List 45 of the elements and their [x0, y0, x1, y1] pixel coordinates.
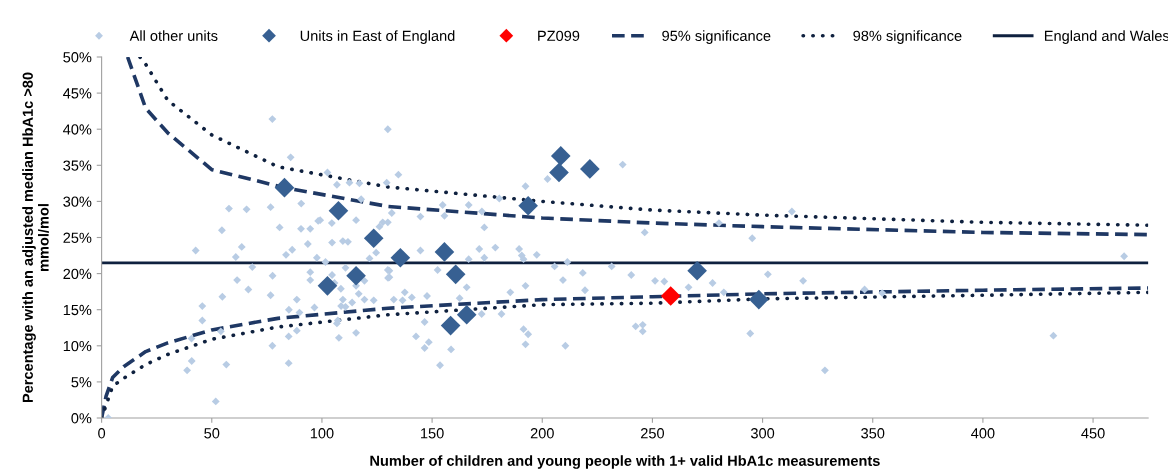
x-tick-label: 450 — [1081, 428, 1105, 439]
y-tick-label: 30% — [63, 196, 92, 207]
point — [687, 260, 707, 281]
x-axis-title: Number of children and young people with 1+ valid HbA1c measurements — [370, 455, 880, 469]
legend-label: Units in East of England — [300, 30, 455, 44]
x-tick-label: 300 — [750, 428, 775, 439]
point — [749, 289, 769, 310]
point — [274, 177, 295, 198]
point — [346, 265, 366, 286]
point — [434, 242, 455, 262]
y-tick-label: 35% — [63, 160, 92, 171]
x-tick-label: 0 — [98, 428, 106, 439]
y-tick-label: 0% — [71, 413, 92, 424]
point — [549, 162, 569, 183]
y-tick-label: 5% — [71, 377, 92, 388]
point — [363, 228, 384, 249]
point — [580, 159, 600, 179]
x-tick-label: 250 — [640, 428, 665, 439]
y-tick-label: 20% — [63, 268, 92, 280]
x-tick-label: 200 — [530, 428, 554, 439]
point — [456, 304, 477, 325]
legend-label: 98% significance — [853, 30, 962, 44]
x-tick-label: 400 — [971, 428, 995, 439]
x-tick-label: 350 — [861, 428, 885, 439]
y-tick-label: 10% — [63, 340, 92, 352]
x-tick-label: 100 — [310, 428, 334, 439]
point — [317, 276, 338, 296]
point — [390, 247, 411, 268]
y-tick-label: 45% — [63, 88, 92, 99]
y-tick-label: 15% — [63, 304, 92, 316]
point — [440, 315, 461, 336]
legend-label: All other units — [129, 30, 218, 41]
x-tick-label: 150 — [421, 428, 444, 439]
point — [518, 195, 538, 216]
y-tick-label: 50% — [63, 52, 92, 63]
y-axis-title: Percentage with an adjusted median HbA1c >80 mmol/mol — [22, 72, 49, 403]
x-tick-label: 50 — [204, 428, 220, 439]
point — [328, 200, 349, 221]
point — [445, 264, 466, 285]
y-tick-label: 40% — [63, 124, 92, 135]
legend-label: 95% significance — [662, 30, 771, 44]
legend-label: PZ099 — [538, 30, 580, 41]
y-tick-label: 25% — [63, 232, 92, 243]
point — [550, 146, 571, 166]
point — [660, 286, 681, 306]
